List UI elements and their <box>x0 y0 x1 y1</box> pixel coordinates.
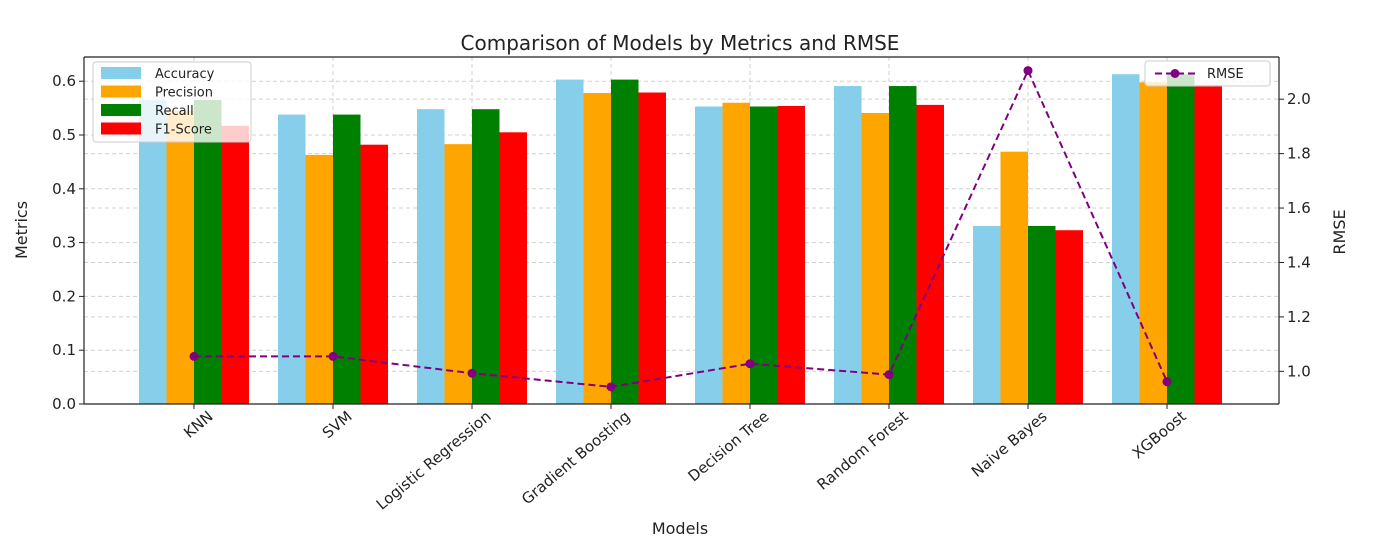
x-tick-label: KNN <box>180 407 216 442</box>
y2-tick-label: 1.8 <box>1287 145 1311 163</box>
y-tick-label: 0.3 <box>52 234 76 252</box>
bars <box>139 74 1222 405</box>
bar-recall <box>889 86 917 405</box>
y-tick-label: 0.6 <box>52 72 76 90</box>
bar-precision <box>861 112 889 405</box>
y2-tick-label: 1.6 <box>1287 199 1311 217</box>
grid <box>84 57 1279 405</box>
bar-accuracy <box>973 225 1001 404</box>
rmse-point <box>189 351 199 361</box>
bar-accuracy <box>834 86 862 405</box>
bar-precision <box>305 154 333 404</box>
legend-label-precision: Precision <box>155 86 213 101</box>
x-tick-label: XGBoost <box>1129 407 1190 462</box>
bar-accuracy <box>556 79 584 405</box>
bar-f1-score <box>638 92 666 405</box>
legend-swatch-f1-score <box>101 122 141 135</box>
bar-f1-score <box>499 132 527 405</box>
rmse-point <box>884 370 894 380</box>
bar-recall <box>1028 225 1056 404</box>
legend-swatch-accuracy <box>101 67 141 79</box>
legend-swatch-precision <box>101 85 141 98</box>
bar-accuracy <box>695 106 723 405</box>
rmse-point <box>1162 377 1172 387</box>
legend-label-accuracy: Accuracy <box>155 67 215 82</box>
bar-precision <box>166 110 194 404</box>
x-tick-label: Naive Bayes <box>968 407 1051 481</box>
y2-tick-label: 1.4 <box>1287 253 1311 271</box>
bar-accuracy <box>139 100 167 404</box>
y-tick-label: 0.5 <box>52 126 76 144</box>
rmse-point <box>606 382 616 392</box>
rmse-point <box>467 368 477 378</box>
rmse-point <box>745 359 755 369</box>
legend-label-rmse: RMSE <box>1207 67 1244 82</box>
bar-recall <box>333 114 361 405</box>
bar-recall <box>1167 74 1195 404</box>
bar-precision <box>722 102 750 404</box>
x-axis-label: Models <box>652 519 708 538</box>
x-tick-label: SVM <box>319 407 356 442</box>
legend-metrics-box <box>92 61 252 143</box>
bar-recall <box>611 79 639 405</box>
bar-precision <box>583 93 611 405</box>
bar-f1-score <box>1194 84 1222 405</box>
y-tick-label: 0.2 <box>52 287 76 305</box>
bar-recall <box>472 109 500 404</box>
bar-recall <box>194 100 222 404</box>
bar-precision <box>444 144 472 404</box>
rmse-line <box>189 66 1172 392</box>
rmse-point <box>1023 66 1033 76</box>
y-tick-label: 0.4 <box>52 180 76 198</box>
bar-f1-score <box>777 105 805 404</box>
y2-axis-label: RMSE <box>1330 209 1349 254</box>
y2-tick-label: 1.0 <box>1287 362 1311 380</box>
bar-f1-score <box>916 104 944 405</box>
x-tick-label: Decision Tree <box>684 407 772 485</box>
bar-accuracy <box>278 114 306 405</box>
x-tick-label: Random Forest <box>814 407 912 493</box>
y-tick-label: 0.0 <box>52 395 76 413</box>
y2-tick-label: 1.2 <box>1287 308 1311 326</box>
legend-swatch-recall <box>101 104 141 116</box>
x-tick-label: Logistic Regression <box>373 407 495 513</box>
chart-title: Comparison of Models by Metrics and RMSE <box>461 31 900 55</box>
x-tick-label: Gradient Boosting <box>518 407 633 508</box>
bar-f1-score <box>221 125 249 405</box>
legend-label-f1-score: F1-Score <box>155 123 212 138</box>
bar-f1-score <box>1055 230 1083 404</box>
y2-tick-label: 2.0 <box>1287 90 1311 108</box>
bar-precision <box>1000 151 1028 404</box>
bar-precision <box>1139 82 1167 404</box>
legends: Accuracy Precision Recall F1-Score RMSE <box>92 60 1271 143</box>
y-tick-label: 0.1 <box>52 341 76 359</box>
bar-f1-score <box>360 144 388 404</box>
bar-accuracy <box>417 109 445 404</box>
y-axis-label: Metrics <box>12 201 31 259</box>
legend-rmse-marker <box>1170 69 1180 78</box>
bar-accuracy <box>1112 74 1140 404</box>
rmse-line-path <box>194 68 1168 388</box>
bar-recall <box>750 106 778 405</box>
rmse-point <box>328 351 338 361</box>
legend-rmse-box <box>1144 60 1271 87</box>
legend-label-recall: Recall <box>155 104 194 119</box>
